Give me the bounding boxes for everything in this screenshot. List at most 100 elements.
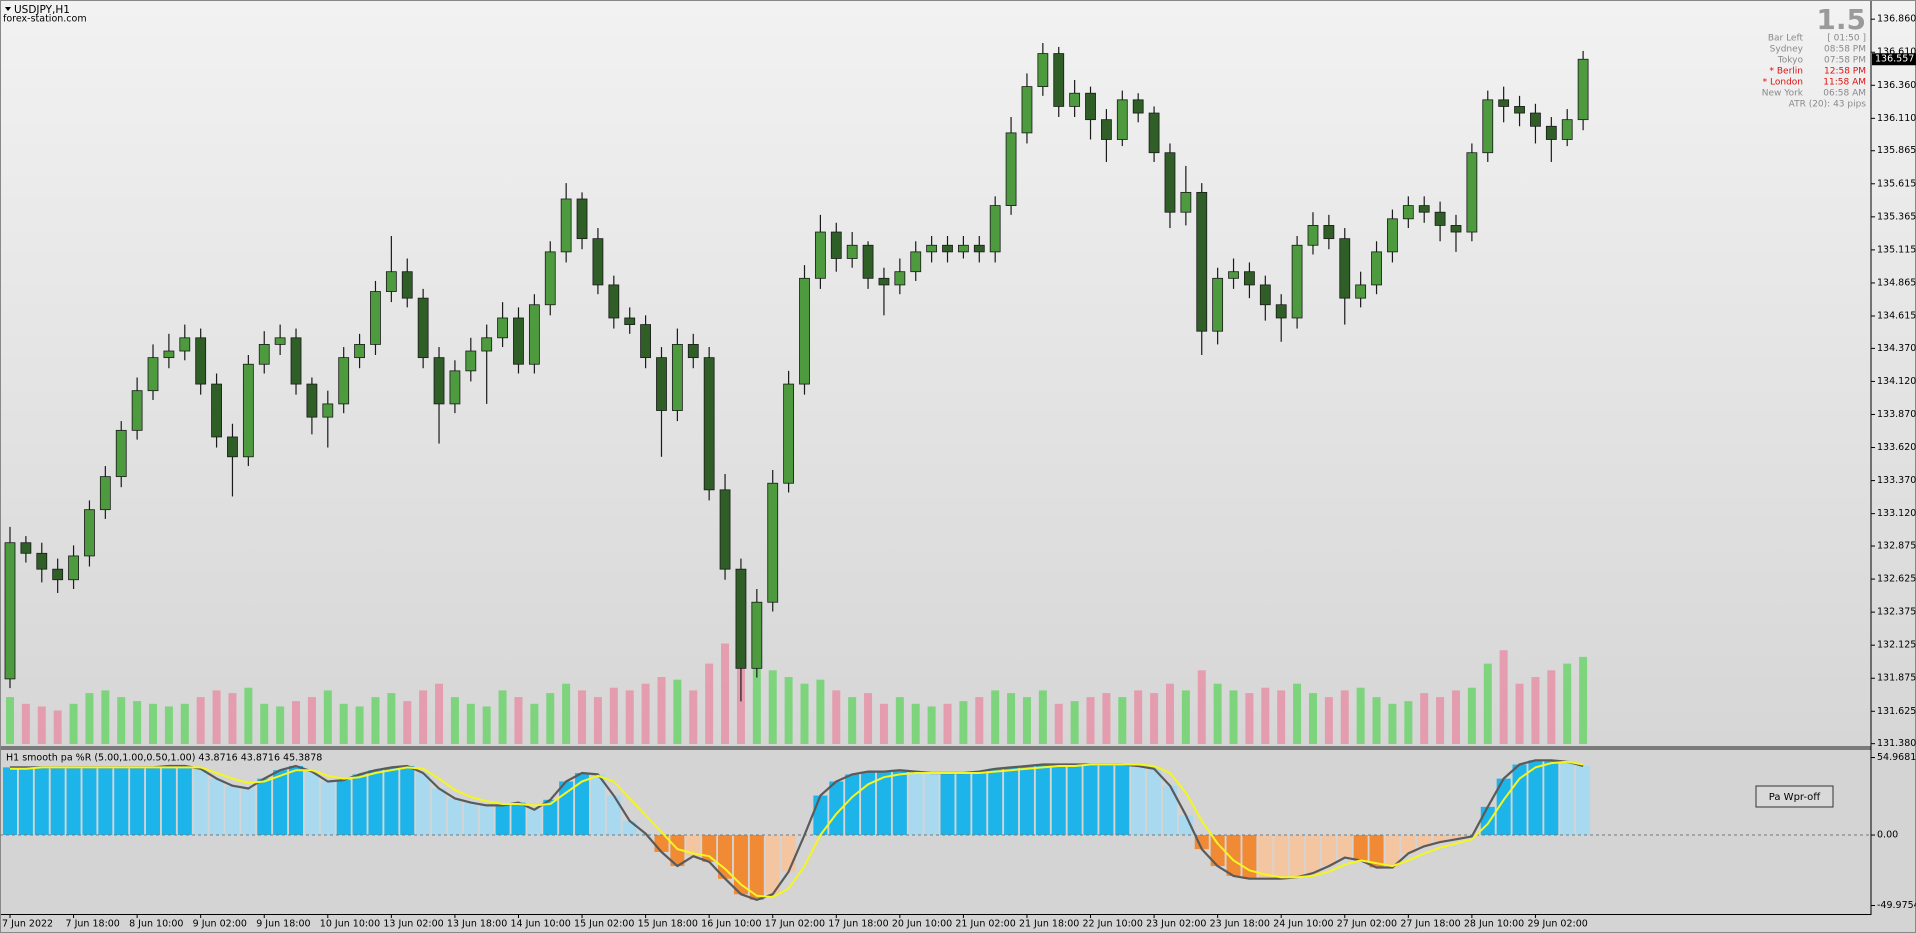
indicator-button[interactable]: Pa Wpr-off	[1755, 785, 1834, 808]
oscillator-bar	[1560, 761, 1575, 836]
volume-bar	[1165, 683, 1174, 744]
volume-bar	[1499, 650, 1508, 744]
y-tick-label: 135.865	[1877, 145, 1916, 156]
volume-bar	[498, 690, 507, 744]
candle-body	[926, 244, 938, 253]
chart-subtitle: forex-station.com	[3, 14, 87, 25]
x-tick-label: 17 Jun 18:00	[828, 919, 888, 930]
oscillator-bar	[82, 767, 97, 836]
volume-bar	[1483, 663, 1492, 744]
volume-bar	[927, 706, 936, 744]
candle-body	[195, 337, 207, 385]
oscillator-bar	[1210, 835, 1225, 867]
volume-bar	[323, 690, 332, 744]
candle-body	[1339, 238, 1351, 299]
oscillator-bar	[1147, 768, 1162, 836]
volume-bar	[1340, 690, 1349, 744]
candle-body	[1482, 99, 1494, 154]
symbol-menu-arrow[interactable]	[5, 7, 11, 11]
oscillator-bar	[193, 768, 208, 836]
candle-body	[115, 429, 127, 478]
volume-bar	[689, 690, 698, 744]
volume-bar	[1261, 687, 1270, 744]
volume-bar	[943, 703, 952, 744]
chart-title: USDJPY,H1	[14, 4, 70, 16]
volume-bar	[1007, 693, 1016, 744]
oscillator-bar	[66, 767, 81, 836]
candle-body	[1291, 244, 1303, 319]
oscillator-bar	[384, 767, 399, 836]
candle-body	[1196, 191, 1208, 332]
volume-bar	[482, 706, 491, 744]
candle-body	[1037, 53, 1049, 88]
oscillator-bar	[575, 773, 590, 836]
candle-body	[767, 482, 779, 603]
oscillator-bar	[765, 835, 780, 895]
oscillator-bar	[702, 835, 717, 862]
volume-bar	[959, 701, 968, 744]
main-panel-bg	[0, 0, 1916, 748]
candle-body	[656, 357, 667, 411]
info-label: * London	[1763, 78, 1803, 88]
volume-bar	[117, 697, 126, 744]
volume-bar	[355, 706, 364, 744]
oscillator-bar	[829, 781, 844, 836]
y-tick-label: 134.865	[1877, 277, 1916, 288]
volume-bar	[546, 693, 555, 744]
oscillator-bar	[908, 771, 923, 836]
y-tick-label: 135.615	[1877, 178, 1916, 189]
candle-body	[1275, 304, 1287, 319]
oscillator-bar	[209, 778, 224, 836]
volume-bar	[1197, 670, 1206, 744]
candle-body	[624, 317, 636, 325]
volume-bar	[212, 690, 221, 744]
y-tick-label: -49.9754	[1877, 900, 1916, 911]
oscillator-bar	[146, 767, 161, 836]
button-label[interactable]: Pa Wpr-off	[1769, 792, 1822, 803]
info-value: 11:58 AM	[1823, 78, 1866, 88]
x-tick-label: 23 Jun 02:00	[1146, 919, 1206, 930]
volume-bar	[1404, 701, 1413, 744]
candle-body	[1530, 112, 1541, 127]
oscillator-bar	[1576, 765, 1591, 836]
candle-body	[433, 357, 445, 405]
y-tick-label: 132.375	[1877, 607, 1916, 618]
candle-body	[449, 370, 461, 405]
candle-body	[242, 363, 254, 458]
x-tick-label: 20 Jun 10:00	[892, 919, 952, 930]
button-frame[interactable]	[1755, 785, 1834, 808]
oscillator-bar	[1496, 778, 1511, 836]
candle-body	[274, 337, 286, 345]
volume-bar	[228, 693, 237, 744]
oscillator-bar	[1480, 806, 1495, 836]
x-tick-label: 7 Jun 2022	[2, 919, 53, 930]
oscillator-bar	[336, 780, 351, 836]
oscillator-bar	[225, 785, 240, 836]
oscillator-bar	[447, 798, 462, 836]
volume-bar	[1420, 693, 1429, 744]
x-tick-label: 9 Jun 02:00	[193, 919, 247, 930]
candle-body	[211, 383, 222, 438]
candle-body	[735, 568, 747, 669]
candle-body	[1514, 106, 1525, 114]
oscillator-bar	[241, 788, 256, 836]
oscillator-bar	[289, 765, 304, 836]
oscillator-bar	[34, 767, 49, 836]
volume-bar	[1150, 693, 1159, 744]
candle-body	[528, 304, 540, 365]
volume-bar	[1086, 697, 1095, 744]
candle-body	[576, 198, 588, 240]
volume-bar	[339, 703, 348, 744]
oscillator-bar	[606, 795, 621, 836]
oscillator-bar	[273, 770, 288, 836]
candle-body	[1466, 152, 1478, 233]
oscillator-bar	[1035, 764, 1050, 836]
candle-body	[497, 317, 508, 339]
volume-bar	[625, 690, 634, 744]
candle-body	[513, 317, 524, 365]
y-tick-label: 131.380	[1877, 738, 1916, 749]
x-tick-label: 22 Jun 10:00	[1083, 919, 1143, 930]
oscillator-bar	[368, 770, 383, 836]
panel-separator	[0, 746, 1871, 750]
oscillator-bar	[1083, 764, 1098, 836]
